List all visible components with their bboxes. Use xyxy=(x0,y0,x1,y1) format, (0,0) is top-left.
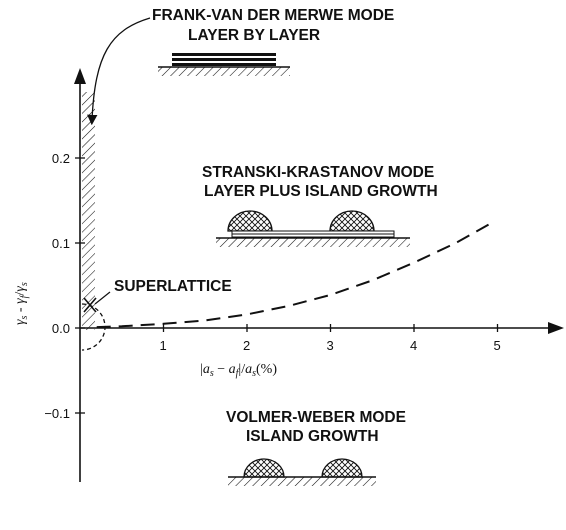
x-tick-label: 5 xyxy=(494,338,501,353)
superlattice-label: SUPERLATTICE xyxy=(114,278,232,295)
y-tick-label: 0.0 xyxy=(52,321,70,336)
sk-schematic xyxy=(216,210,410,247)
axis-ticks: 1 2 3 4 5 0.2 0.1 0.0 −0.1 xyxy=(44,151,500,421)
vw-schematic xyxy=(228,458,376,486)
x-axis-arrow xyxy=(548,322,564,334)
x-axis-label: |as − af|/as(%) xyxy=(200,362,277,379)
fvdm-title: FRANK-VAN DER MERWE MODE xyxy=(152,7,394,24)
y-tick-label: 0.2 xyxy=(52,151,70,166)
x-tick-label: 3 xyxy=(327,338,334,353)
sk-subtitle: LAYER PLUS ISLAND GROWTH xyxy=(204,183,438,200)
y-tick-label: 0.1 xyxy=(52,236,70,251)
superlattice-leader-line xyxy=(94,291,111,305)
x-tick-label: 1 xyxy=(160,338,167,353)
hatched-strip xyxy=(82,92,95,330)
dashed-curve xyxy=(96,223,490,329)
fvdm-schematic xyxy=(158,53,290,76)
y-axis-label: γs - γf/γs xyxy=(13,282,30,325)
y-axis-arrow xyxy=(74,68,86,84)
x-tick-label: 2 xyxy=(243,338,250,353)
x-tick-label: 4 xyxy=(410,338,417,353)
fvdm-pointer-arrow xyxy=(87,17,151,126)
vw-title: VOLMER-WEBER MODE xyxy=(226,409,406,426)
vw-subtitle: ISLAND GROWTH xyxy=(246,428,379,445)
superlattice-cross-icon xyxy=(83,297,97,313)
y-tick-label: −0.1 xyxy=(44,406,70,421)
sk-title: STRANSKI-KRASTANOV MODE xyxy=(202,164,434,181)
fvdm-subtitle: LAYER BY LAYER xyxy=(188,27,320,44)
